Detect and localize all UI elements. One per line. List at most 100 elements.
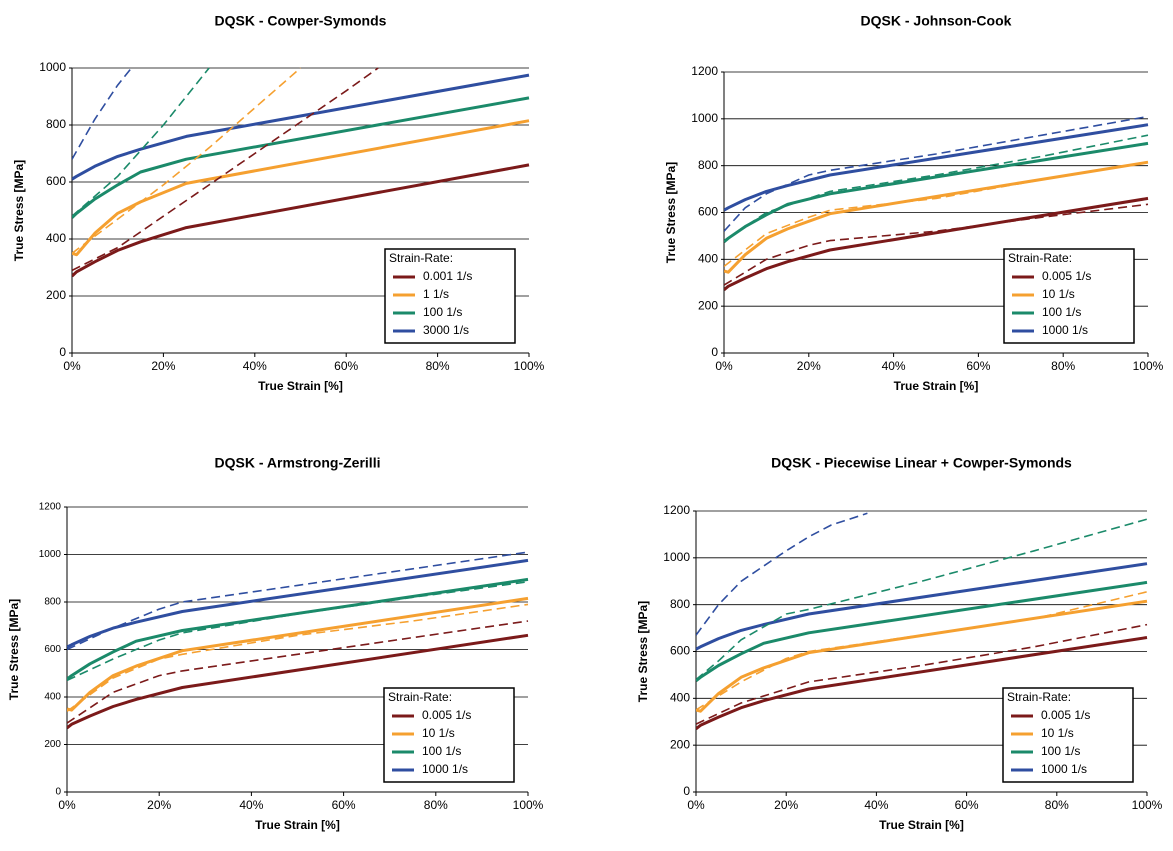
y-tick-label: 600 xyxy=(44,644,61,655)
x-tick-label: 100% xyxy=(513,798,544,812)
x-tick-label: 40% xyxy=(239,798,263,812)
y-axis-label: True Stress [MPa] xyxy=(12,160,26,261)
data-line xyxy=(724,123,1149,212)
legend: Strain-Rate: 0.005 1/s 10 1/s 100 1/s 1000 1… xyxy=(1002,687,1134,783)
y-tick-label: 400 xyxy=(44,692,61,703)
model-line xyxy=(72,67,379,272)
x-tick-label: 0% xyxy=(63,359,81,373)
legend-label: 10 1/s xyxy=(422,726,455,740)
plot-area xyxy=(72,67,530,278)
y-tick-label: 1000 xyxy=(39,549,62,560)
plot-area xyxy=(67,551,529,730)
data-line xyxy=(696,599,1148,713)
y-tick-label: 0 xyxy=(59,345,66,359)
legend-title: Strain-Rate: xyxy=(388,690,452,704)
y-tick-label: 600 xyxy=(698,205,718,219)
x-tick-label: 60% xyxy=(955,798,979,812)
legend-title: Strain-Rate: xyxy=(1008,251,1072,265)
x-tick-label: 0% xyxy=(687,798,705,812)
y-tick-label: 1200 xyxy=(663,503,690,517)
y-tick-label: 800 xyxy=(670,597,690,611)
legend-label: 100 1/s xyxy=(1042,305,1081,319)
y-tick-label: 0 xyxy=(711,345,718,359)
y-tick-label: 1000 xyxy=(663,550,690,564)
legend-label: 100 1/s xyxy=(422,744,461,758)
data-line xyxy=(72,119,530,257)
model-line xyxy=(72,67,133,160)
data-line xyxy=(72,96,530,219)
plot-area xyxy=(724,115,1149,291)
y-tick-label: 1000 xyxy=(691,111,718,125)
model-line xyxy=(724,203,1149,286)
y-tick-label: 400 xyxy=(698,252,718,266)
y-tick-label: 0 xyxy=(683,784,690,798)
chart-panel: DQSK - Piecewise Linear + Cowper-Symonds… xyxy=(636,455,1162,832)
x-tick-label: 20% xyxy=(797,359,821,373)
chart-title: DQSK - Johnson-Cook xyxy=(861,13,1012,29)
x-tick-label: 100% xyxy=(1132,798,1163,812)
x-tick-label: 80% xyxy=(424,798,448,812)
model-line xyxy=(696,591,1148,711)
chart-panel: DQSK - Cowper-Symonds 0 200 400 600 800 1000 0%… xyxy=(12,13,544,393)
legend-label: 100 1/s xyxy=(423,305,462,319)
model-line xyxy=(724,115,1149,232)
legend-title: Strain-Rate: xyxy=(389,251,453,265)
legend: Strain-Rate: 0.005 1/s 10 1/s 100 1/s 1000 1… xyxy=(1003,248,1135,344)
y-tick-label: 200 xyxy=(670,737,690,751)
legend-label: 0.001 1/s xyxy=(423,269,472,283)
y-tick-label: 200 xyxy=(46,288,66,302)
model-line xyxy=(696,518,1148,681)
y-tick-label: 200 xyxy=(698,298,718,312)
y-tick-label: 800 xyxy=(698,158,718,172)
plot-area xyxy=(696,512,1148,730)
data-line xyxy=(67,596,529,712)
data-line xyxy=(72,163,530,278)
legend-label: 3000 1/s xyxy=(423,323,469,337)
data-line xyxy=(696,580,1148,682)
x-tick-label: 60% xyxy=(966,359,990,373)
y-tick-label: 800 xyxy=(46,117,66,131)
legend-label: 0.005 1/s xyxy=(422,708,471,722)
x-axis-label: True Strain [%] xyxy=(894,379,979,393)
x-axis-label: True Strain [%] xyxy=(255,818,340,832)
data-line xyxy=(696,636,1148,730)
model-line xyxy=(696,623,1148,725)
legend-label: 10 1/s xyxy=(1042,287,1075,301)
x-tick-label: 80% xyxy=(1045,798,1069,812)
y-tick-label: 200 xyxy=(44,739,61,750)
x-axis-label: True Strain [%] xyxy=(879,818,964,832)
legend-label: 100 1/s xyxy=(1041,744,1080,758)
x-tick-label: 80% xyxy=(426,359,450,373)
x-tick-label: 100% xyxy=(514,359,545,373)
model-line xyxy=(696,512,868,636)
data-line xyxy=(72,73,530,181)
y-axis-label: True Stress [MPa] xyxy=(7,599,21,700)
y-axis-label: True Stress [MPa] xyxy=(664,162,678,263)
legend: Strain-Rate: 0.005 1/s 10 1/s 100 1/s 1000 1… xyxy=(383,687,515,783)
y-tick-label: 400 xyxy=(46,231,66,245)
legend-label: 1000 1/s xyxy=(1041,762,1087,776)
x-tick-label: 20% xyxy=(774,798,798,812)
x-tick-label: 20% xyxy=(147,798,171,812)
y-tick-label: 400 xyxy=(670,691,690,705)
chart-title: DQSK - Armstrong-Zerilli xyxy=(215,455,381,471)
legend-label: 1 1/s xyxy=(423,287,449,301)
x-tick-label: 40% xyxy=(882,359,906,373)
y-tick-label: 1200 xyxy=(691,64,718,78)
x-axis-label: True Strain [%] xyxy=(258,379,343,393)
legend: Strain-Rate: 0.001 1/s 1 1/s 100 1/s 3000 1/… xyxy=(384,248,516,344)
y-tick-label: 1200 xyxy=(39,502,62,513)
model-line xyxy=(67,551,529,651)
y-axis-label: True Stress [MPa] xyxy=(636,601,650,702)
chart-title: DQSK - Cowper-Symonds xyxy=(215,13,387,29)
legend-title: Strain-Rate: xyxy=(1007,690,1071,704)
x-tick-label: 80% xyxy=(1051,359,1075,373)
model-line xyxy=(67,581,529,682)
legend-label: 0.005 1/s xyxy=(1041,708,1090,722)
legend-label: 1000 1/s xyxy=(422,762,468,776)
y-tick-label: 1000 xyxy=(39,60,66,74)
data-line xyxy=(724,196,1149,291)
x-tick-label: 0% xyxy=(715,359,733,373)
model-line xyxy=(72,67,302,254)
